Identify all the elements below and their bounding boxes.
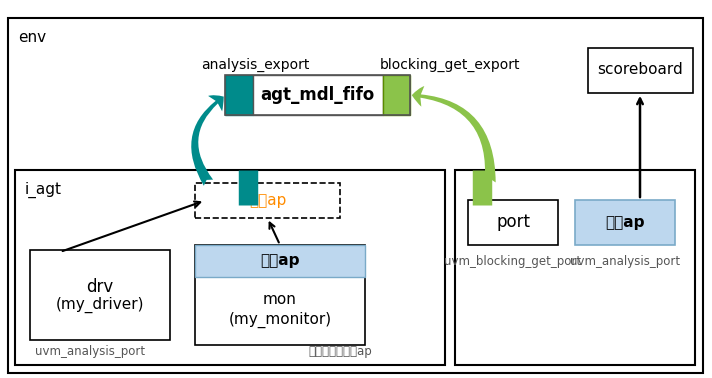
Bar [195,183,340,218]
Text: agt_mdl_fifo: agt_mdl_fifo [261,86,375,104]
Text: 真正ap: 真正ap [605,214,645,229]
Text: 指针ap: 指针ap [248,193,286,208]
Bar [468,200,558,245]
Bar [225,75,253,115]
Text: (my_monitor): (my_monitor) [229,312,332,328]
Bar [30,250,170,340]
Text: 真正ap: 真正ap [261,254,300,268]
Text: env: env [18,30,46,45]
Bar [195,245,365,277]
Text: port: port [496,213,530,231]
Bar [15,170,445,365]
Text: mon: mon [263,293,297,307]
Text: (my_driver): (my_driver) [56,297,145,313]
Bar [588,48,693,93]
Bar [195,245,365,345]
Text: 首地址赋给指针ap: 首地址赋给指针ap [308,345,372,358]
Bar [253,75,383,115]
Bar [575,200,675,245]
Bar [383,75,410,115]
Text: blocking_get_export: blocking_get_export [379,58,520,72]
Text: analysis_export: analysis_export [201,58,309,72]
Text: uvm_analysis_port: uvm_analysis_port [35,345,145,358]
Text: scoreboard: scoreboard [597,62,683,77]
Text: drv: drv [86,278,114,296]
Bar [225,75,410,115]
Text: uvm_blocking_get_port: uvm_blocking_get_port [444,255,582,268]
Bar [455,170,695,365]
Text: i_agt: i_agt [25,182,62,198]
Text: uvm_analysis_port: uvm_analysis_port [570,255,680,268]
